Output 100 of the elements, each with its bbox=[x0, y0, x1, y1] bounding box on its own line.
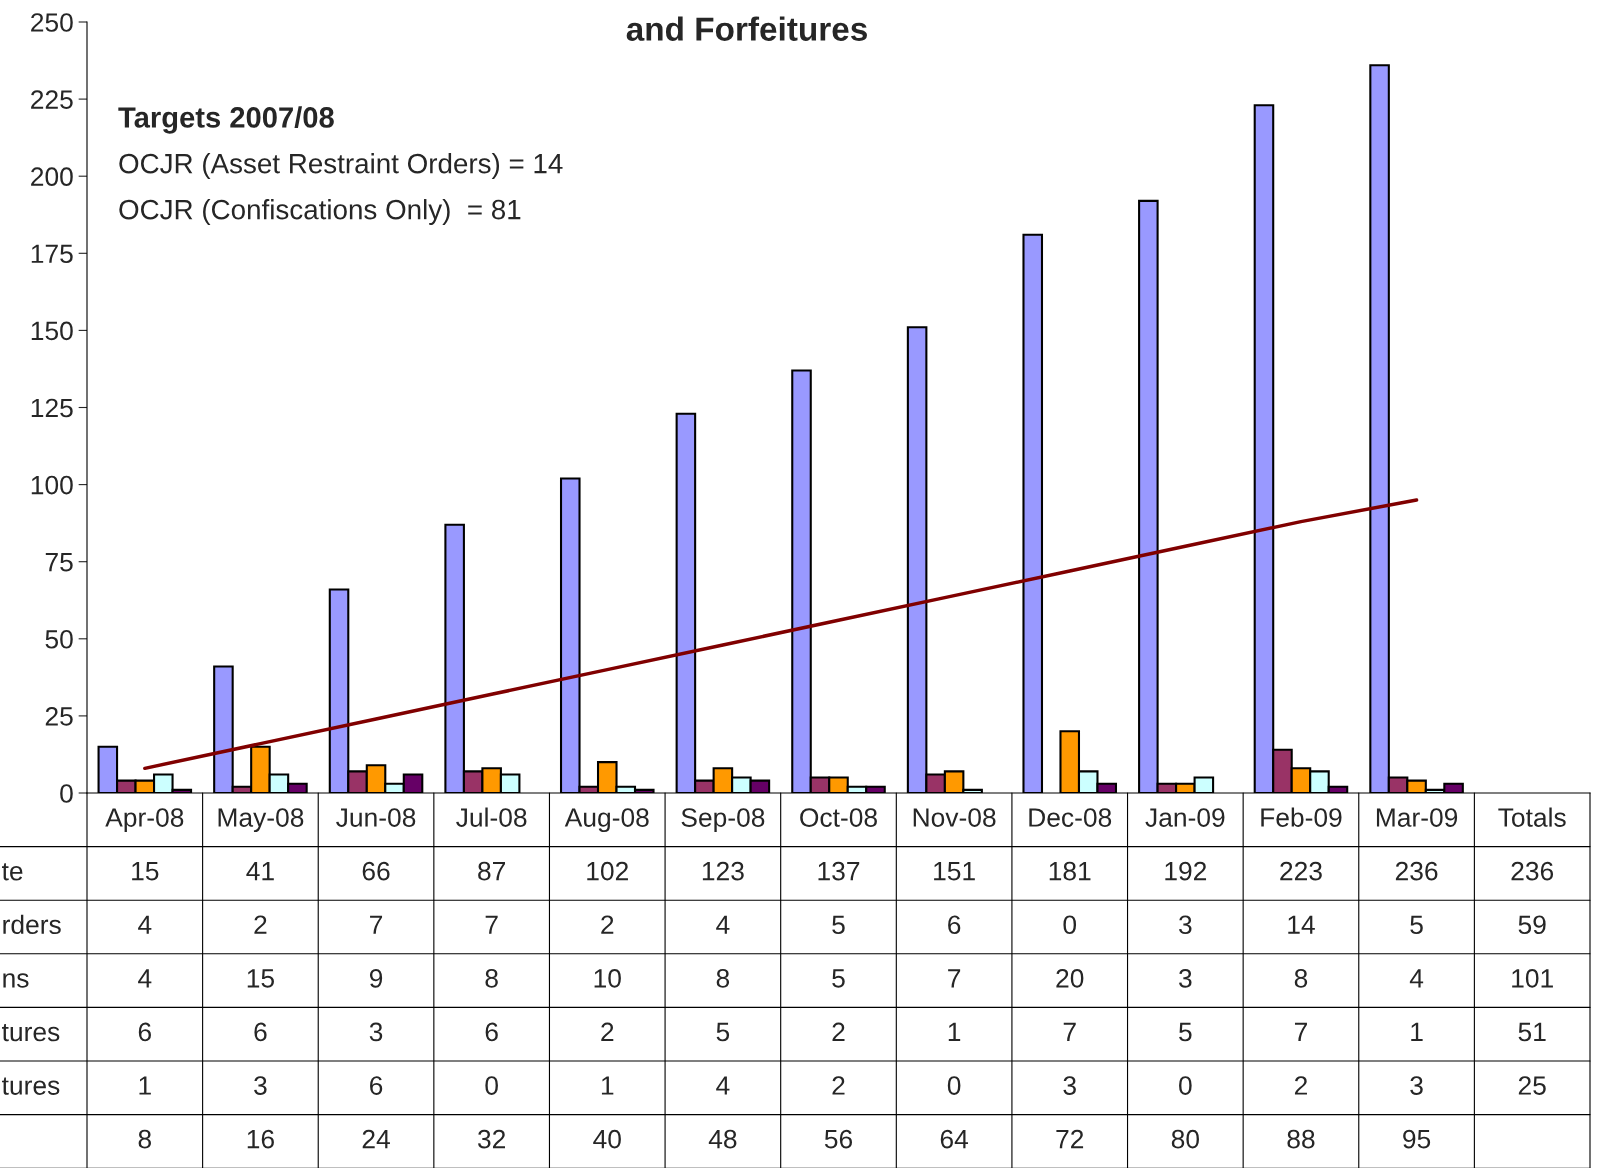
annotation: OCJR (Asset Restraint Orders) = 14 bbox=[119, 153, 563, 179]
x-tick-label: Dec-08 bbox=[1029, 808, 1112, 827]
data-label: 181 bbox=[1049, 861, 1091, 881]
chart-title: and Forfeitures bbox=[626, 16, 867, 41]
text: 25 bbox=[1518, 1076, 1546, 1095]
x-tick-label: Jun-08 bbox=[336, 808, 416, 827]
data-label: 7 bbox=[485, 915, 498, 934]
annotation: Targets 2007/08 bbox=[118, 106, 334, 134]
data-label: 16 bbox=[247, 1129, 274, 1149]
data-label: 6 bbox=[948, 915, 961, 935]
data-label: 6 bbox=[370, 1076, 383, 1095]
data-label: 7 bbox=[1294, 1022, 1307, 1042]
text: 236 bbox=[1511, 861, 1554, 881]
x-tick-label: Oct-08 bbox=[800, 808, 877, 827]
x-tick-label: Aug-08 bbox=[564, 808, 649, 833]
data-label: 5 bbox=[832, 915, 845, 935]
y-tick-label: 125 bbox=[31, 398, 73, 418]
data-label: 48 bbox=[708, 1129, 737, 1149]
data-label: 7 bbox=[1063, 1022, 1076, 1042]
data-label: 2 bbox=[832, 1076, 845, 1095]
data-label: 223 bbox=[1280, 861, 1322, 881]
data-label: 2 bbox=[601, 915, 614, 934]
x-tick-label: Jan-09 bbox=[1145, 808, 1225, 827]
data-label: 9 bbox=[369, 969, 383, 988]
data-label: 24 bbox=[362, 1129, 390, 1149]
y-tick-label: 100 bbox=[31, 475, 73, 495]
data-label: 3 bbox=[254, 1076, 267, 1095]
y-tick-label: 75 bbox=[45, 553, 73, 572]
data-label: 8 bbox=[716, 969, 730, 988]
data-label: 4 bbox=[716, 1076, 730, 1095]
data-label: 3 bbox=[1063, 1076, 1076, 1095]
data-label: 95 bbox=[1403, 1129, 1431, 1149]
data-label: 15 bbox=[247, 969, 274, 988]
x-tick-label: Apr-08 bbox=[105, 808, 184, 833]
data-label: 87 bbox=[478, 861, 506, 881]
x-tick-label: Sep-08 bbox=[681, 808, 765, 833]
data-label: 40 bbox=[593, 1129, 621, 1149]
data-label: 32 bbox=[477, 1129, 506, 1149]
data-label: 0 bbox=[485, 1076, 498, 1095]
data-label: 7 bbox=[948, 969, 961, 988]
data-label: 123 bbox=[702, 861, 744, 881]
data-label: 5 bbox=[1179, 1022, 1192, 1042]
data-label: 192 bbox=[1165, 861, 1207, 881]
data-label: 10 bbox=[594, 969, 621, 988]
data-label: 4 bbox=[1409, 969, 1424, 988]
data-label: 1 bbox=[139, 1076, 151, 1095]
data-label: 4 bbox=[138, 969, 152, 988]
data-label: 20 bbox=[1056, 969, 1084, 988]
data-label: 5 bbox=[716, 1022, 730, 1042]
data-label: 2 bbox=[601, 1022, 614, 1042]
data-label: 0 bbox=[1063, 915, 1077, 935]
data-label: 1 bbox=[601, 1076, 614, 1095]
y-tick-label: 250 bbox=[31, 13, 73, 32]
x-tick-label: Nov-08 bbox=[913, 808, 996, 827]
data-label: 80 bbox=[1171, 1129, 1199, 1149]
data-label: 66 bbox=[362, 861, 390, 881]
data-label: 2 bbox=[254, 915, 267, 934]
data-label: 88 bbox=[1287, 1129, 1315, 1149]
data-label: 56 bbox=[824, 1129, 853, 1149]
data-label: 4 bbox=[138, 915, 152, 934]
data-label: 6 bbox=[138, 1022, 151, 1042]
data-label: 2 bbox=[832, 1022, 845, 1042]
data-label: 41 bbox=[246, 862, 274, 881]
data-label: 0 bbox=[1179, 1076, 1192, 1095]
data-label: 5 bbox=[1410, 915, 1423, 935]
data-label: 3 bbox=[1179, 969, 1192, 988]
text: 101 bbox=[1512, 969, 1553, 988]
text: tures bbox=[2, 1077, 60, 1095]
data-label: 8 bbox=[485, 969, 498, 988]
annotation: OCJR (Confiscations Only) = 81 bbox=[119, 199, 521, 225]
data-label: 236 bbox=[1395, 861, 1438, 881]
data-label: 15 bbox=[132, 862, 159, 881]
text: tures bbox=[2, 1023, 60, 1042]
x-tick-label: Mar-09 bbox=[1376, 808, 1458, 827]
y-tick-label: 150 bbox=[31, 321, 73, 341]
data-label: 151 bbox=[934, 862, 975, 881]
data-label: 3 bbox=[1179, 915, 1192, 935]
y-tick-label: 225 bbox=[31, 90, 73, 109]
data-label: 3 bbox=[369, 1022, 383, 1042]
x-tick-label: Totals bbox=[1498, 807, 1566, 827]
data-label: 14 bbox=[1288, 915, 1315, 934]
data-label: 1 bbox=[1411, 1022, 1423, 1042]
data-label: 5 bbox=[832, 969, 845, 988]
y-tick-label: 200 bbox=[31, 167, 73, 187]
text: 51 bbox=[1518, 1022, 1546, 1042]
text: 59 bbox=[1518, 915, 1546, 935]
text: te bbox=[2, 863, 23, 881]
data-label: 8 bbox=[1294, 969, 1308, 988]
y-tick-label: 25 bbox=[45, 707, 73, 726]
x-tick-label: Feb-09 bbox=[1261, 807, 1342, 827]
text: ns bbox=[3, 973, 29, 988]
data-label: 6 bbox=[254, 1022, 267, 1042]
data-label: 137 bbox=[818, 861, 860, 881]
line-series bbox=[143, 498, 1419, 771]
y-tick-label: 50 bbox=[45, 629, 73, 649]
y-tick-label: 0 bbox=[60, 784, 73, 803]
data-label: 0 bbox=[947, 1076, 961, 1095]
data-label: 7 bbox=[370, 915, 383, 934]
x-tick-label: Jul-08 bbox=[456, 807, 527, 827]
text: rders bbox=[3, 914, 61, 935]
